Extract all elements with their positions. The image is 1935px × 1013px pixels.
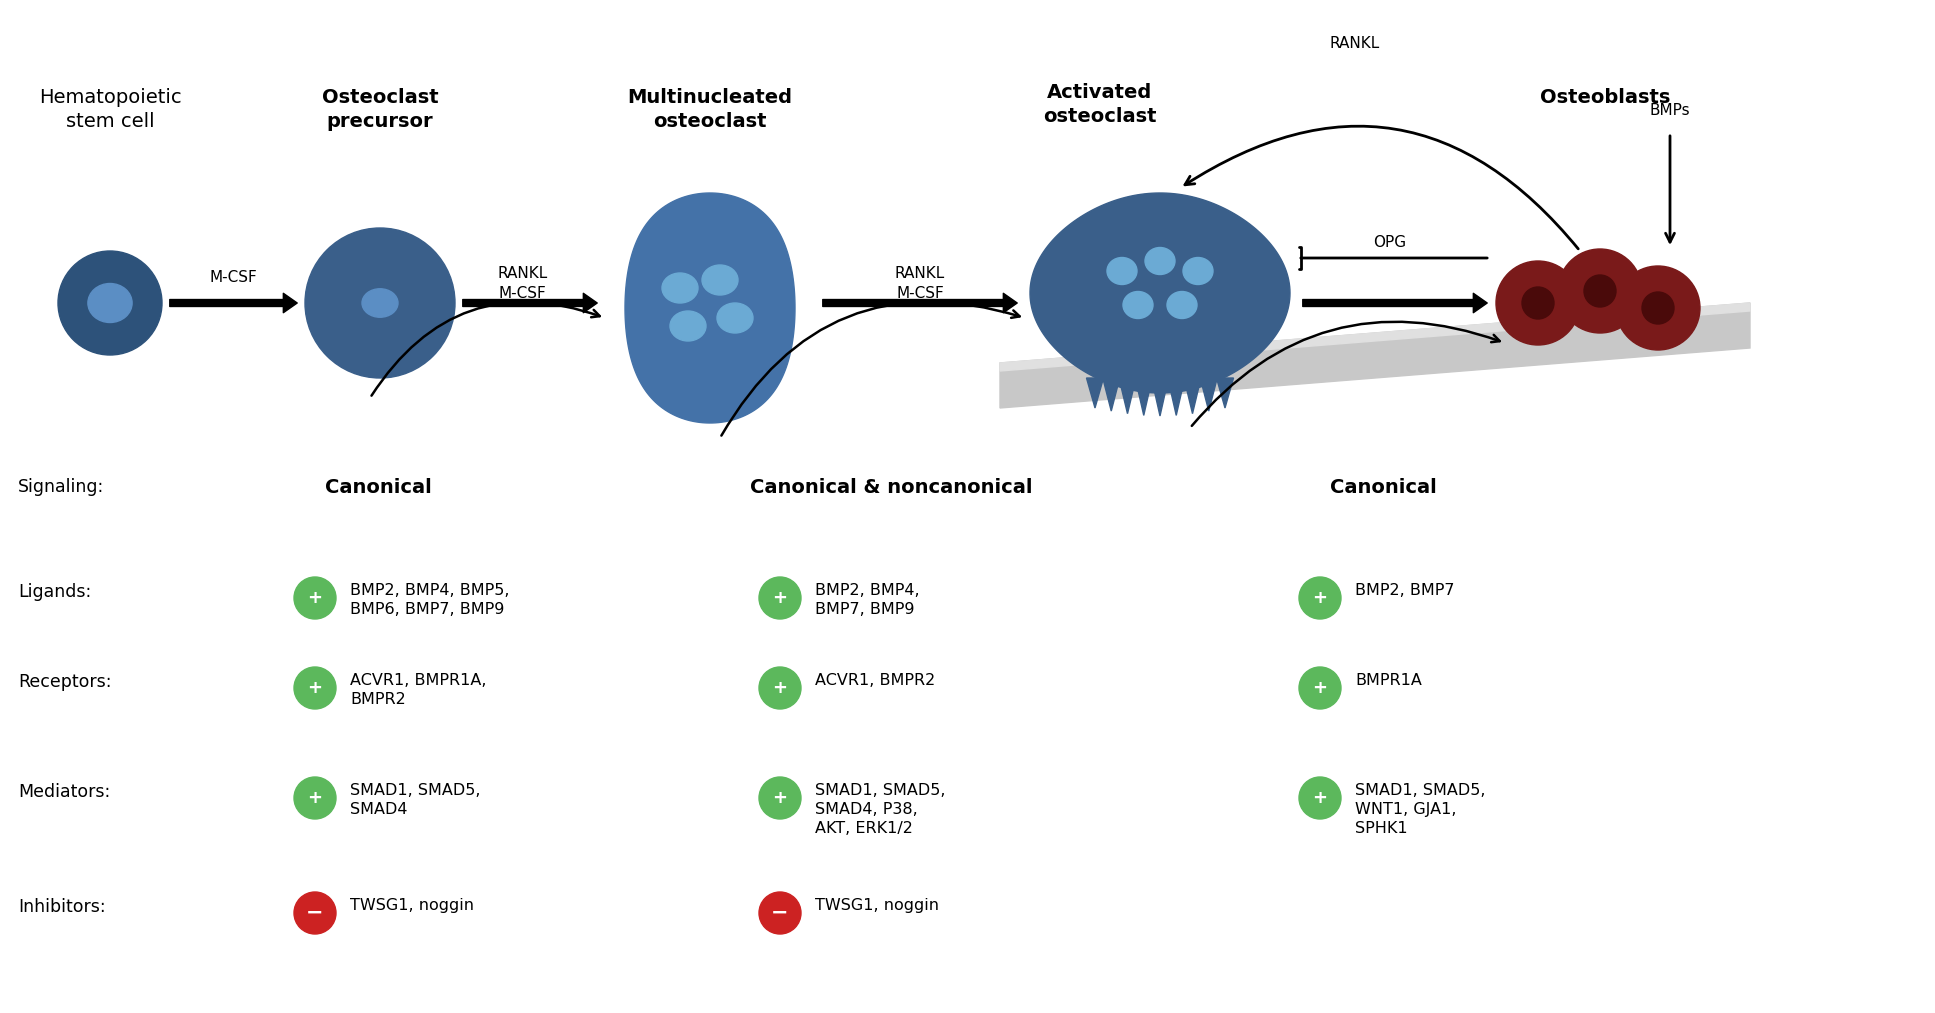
Circle shape (58, 251, 163, 355)
Ellipse shape (1182, 257, 1213, 285)
Polygon shape (1000, 303, 1749, 371)
Polygon shape (1136, 378, 1151, 415)
Text: +: + (1312, 789, 1327, 807)
Circle shape (294, 667, 337, 709)
Text: +: + (308, 679, 323, 697)
Text: Multinucleated
osteoclast: Multinucleated osteoclast (627, 88, 793, 131)
Text: BMPR1A: BMPR1A (1354, 673, 1422, 688)
Text: ACVR1, BMPR2: ACVR1, BMPR2 (815, 673, 935, 688)
Text: RANKL: RANKL (497, 266, 548, 281)
Text: SMAD1, SMAD5,
WNT1, GJA1,
SPHK1: SMAD1, SMAD5, WNT1, GJA1, SPHK1 (1354, 783, 1486, 837)
Circle shape (294, 892, 337, 934)
Text: +: + (772, 789, 788, 807)
Text: Mediators:: Mediators: (17, 783, 110, 801)
Text: BMP2, BMP7: BMP2, BMP7 (1354, 583, 1455, 598)
Text: +: + (308, 589, 323, 607)
Polygon shape (1103, 378, 1120, 411)
Polygon shape (1086, 378, 1103, 408)
Text: OPG: OPG (1374, 235, 1407, 250)
Text: Canonical: Canonical (325, 478, 432, 497)
Text: TWSG1, noggin: TWSG1, noggin (815, 898, 938, 913)
Text: M-CSF: M-CSF (896, 286, 944, 301)
Text: Osteoclast
precursor: Osteoclast precursor (321, 88, 439, 131)
Polygon shape (1167, 378, 1184, 415)
FancyArrowPatch shape (822, 294, 1018, 313)
Circle shape (759, 892, 801, 934)
Circle shape (1616, 266, 1701, 350)
Circle shape (759, 577, 801, 619)
Ellipse shape (362, 289, 399, 317)
Ellipse shape (1122, 292, 1153, 318)
Circle shape (1558, 249, 1643, 333)
Polygon shape (1151, 378, 1169, 416)
Circle shape (294, 577, 337, 619)
Ellipse shape (702, 265, 737, 295)
Text: +: + (772, 679, 788, 697)
Circle shape (759, 777, 801, 819)
Circle shape (1585, 275, 1616, 307)
Circle shape (306, 228, 455, 378)
Text: Canonical: Canonical (1329, 478, 1438, 497)
Text: SMAD1, SMAD5,
SMAD4: SMAD1, SMAD5, SMAD4 (350, 783, 480, 817)
Circle shape (1298, 667, 1341, 709)
Text: RANKL: RANKL (894, 266, 944, 281)
Text: Activated
osteoclast: Activated osteoclast (1043, 83, 1157, 126)
Ellipse shape (1167, 292, 1198, 318)
Text: Signaling:: Signaling: (17, 478, 104, 496)
Text: Ligands:: Ligands: (17, 583, 91, 601)
Polygon shape (1217, 378, 1233, 408)
Text: +: + (772, 589, 788, 607)
Circle shape (759, 667, 801, 709)
Circle shape (1523, 287, 1554, 319)
FancyArrowPatch shape (462, 294, 598, 313)
FancyArrowPatch shape (1302, 294, 1488, 313)
Text: ACVR1, BMPR1A,
BMPR2: ACVR1, BMPR1A, BMPR2 (350, 673, 486, 707)
Polygon shape (1029, 193, 1291, 393)
Text: SMAD1, SMAD5,
SMAD4, P38,
AKT, ERK1/2: SMAD1, SMAD5, SMAD4, P38, AKT, ERK1/2 (815, 783, 946, 837)
Polygon shape (1000, 303, 1749, 408)
Polygon shape (1118, 378, 1136, 413)
Ellipse shape (662, 272, 699, 303)
Text: +: + (1312, 589, 1327, 607)
Text: Canonical & noncanonical: Canonical & noncanonical (751, 478, 1033, 497)
Text: BMP2, BMP4, BMP5,
BMP6, BMP7, BMP9: BMP2, BMP4, BMP5, BMP6, BMP7, BMP9 (350, 583, 509, 617)
Polygon shape (1200, 378, 1217, 411)
FancyArrowPatch shape (170, 294, 298, 313)
Ellipse shape (87, 284, 132, 322)
Circle shape (1298, 577, 1341, 619)
Text: Osteoblasts: Osteoblasts (1540, 88, 1670, 107)
Text: BMP2, BMP4,
BMP7, BMP9: BMP2, BMP4, BMP7, BMP9 (815, 583, 919, 617)
Polygon shape (625, 193, 795, 423)
Text: +: + (308, 789, 323, 807)
Circle shape (1298, 777, 1341, 819)
Polygon shape (1184, 378, 1202, 413)
Ellipse shape (718, 303, 753, 333)
Ellipse shape (1107, 257, 1138, 285)
Text: Receptors:: Receptors: (17, 673, 112, 691)
Text: Hematopoietic
stem cell: Hematopoietic stem cell (39, 88, 182, 131)
Text: M-CSF: M-CSF (499, 286, 546, 301)
Text: −: − (772, 903, 789, 923)
Circle shape (1643, 292, 1674, 324)
Circle shape (294, 777, 337, 819)
Text: BMPs: BMPs (1651, 103, 1691, 118)
Text: M-CSF: M-CSF (209, 270, 257, 285)
Ellipse shape (670, 311, 706, 341)
Text: RANKL: RANKL (1329, 36, 1380, 51)
Text: −: − (306, 903, 323, 923)
Circle shape (1496, 261, 1581, 345)
Text: +: + (1312, 679, 1327, 697)
Text: Inhibitors:: Inhibitors: (17, 898, 106, 916)
Ellipse shape (1146, 247, 1175, 275)
Text: TWSG1, noggin: TWSG1, noggin (350, 898, 474, 913)
